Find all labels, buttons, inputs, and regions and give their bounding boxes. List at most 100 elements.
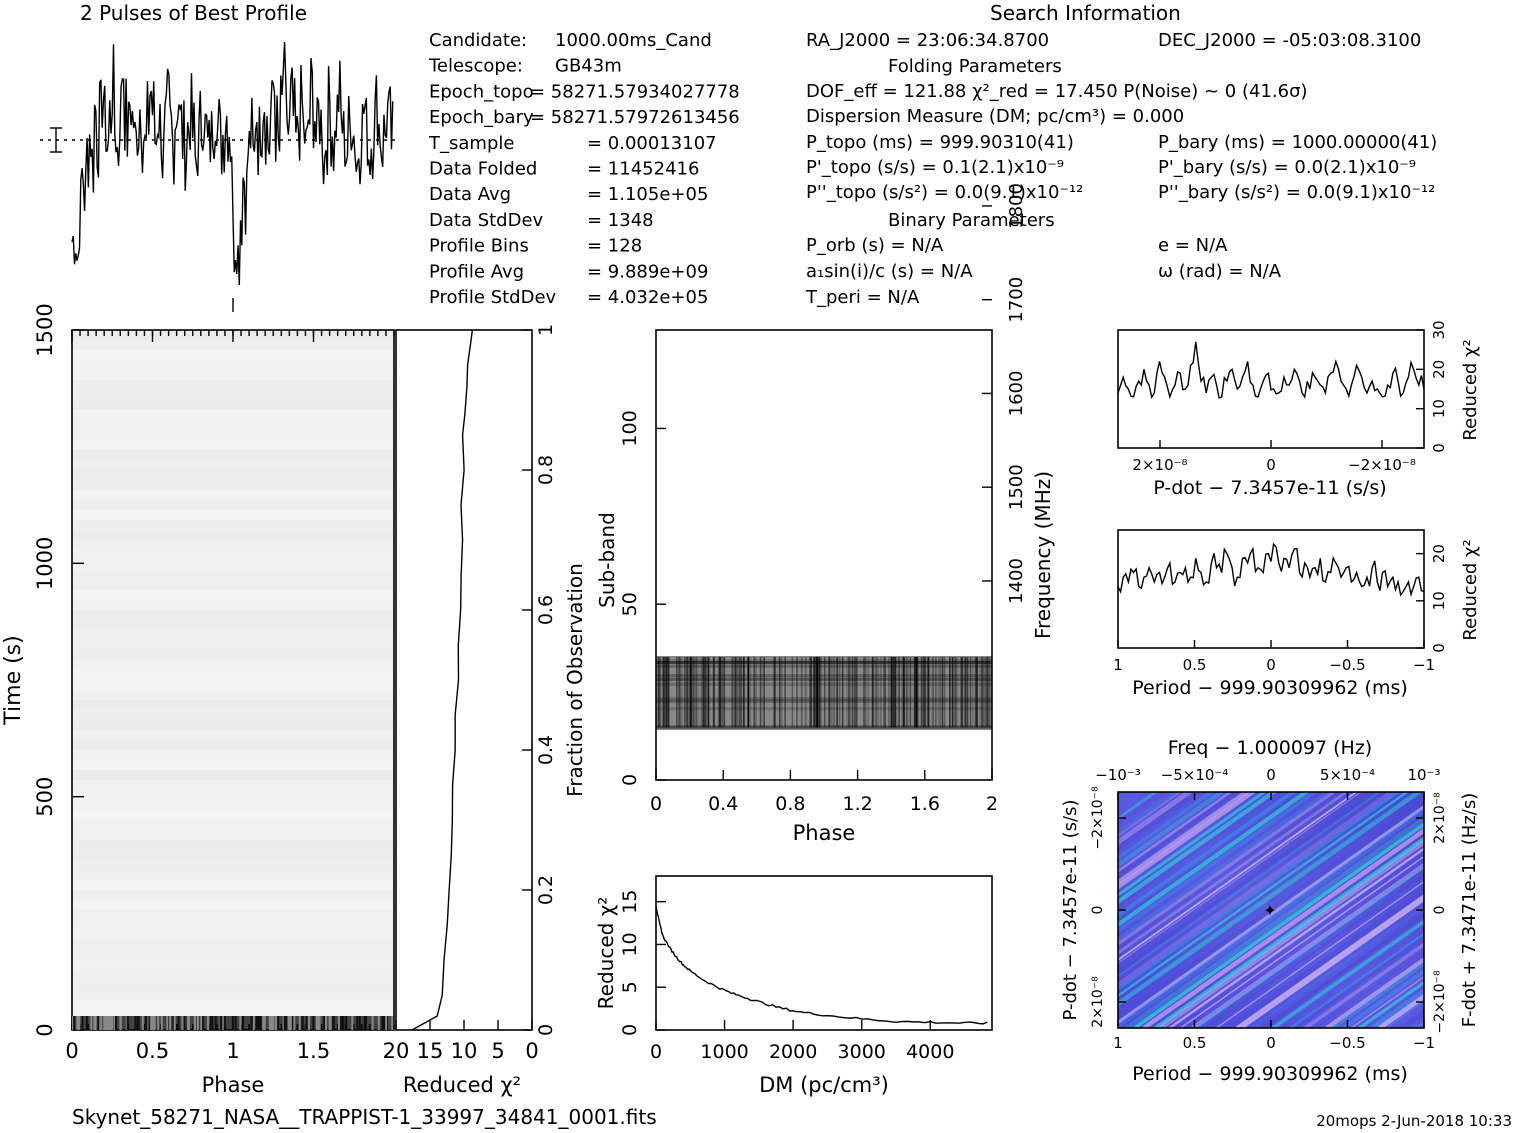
time-phase-row: [72, 520, 394, 530]
period-pdot-streak: [1118, 792, 1297, 918]
subband-channel: [983, 656, 985, 728]
period-pdot-streak: [1118, 804, 1424, 1025]
subband-channel: [896, 656, 898, 728]
subband-channel: [663, 656, 666, 728]
time-phase-bright-cell: [134, 1016, 137, 1030]
subband-channel: [828, 656, 830, 728]
subband-channel: [761, 656, 763, 728]
period-chi2-ytick-label: 20: [1430, 544, 1448, 563]
time-phase-bright-cell: [81, 1016, 84, 1030]
candidate-info-value: = 58271.57934027778: [530, 81, 740, 102]
time-phase-bright-cell: [381, 1016, 384, 1030]
time-phase-bright-cell: [291, 1016, 294, 1030]
time-phase-bright-cell: [77, 1016, 80, 1030]
time-phase-bright-cell: [364, 1016, 367, 1030]
candidate-info-label: Telescope:: [428, 56, 523, 77]
time-phase-bright-cell: [186, 1016, 189, 1030]
time-phase-bright-cell: [119, 1016, 122, 1030]
time-phase-row: [72, 810, 394, 820]
subband-channel: [686, 656, 689, 728]
period-pdot-streak: [1118, 792, 1332, 943]
dm-tick-label: 0: [650, 1041, 662, 1063]
subband-channel: [894, 656, 897, 728]
time-phase-bright-cell: [358, 1016, 361, 1030]
pdot-chi2-ytick-label: 20: [1430, 360, 1448, 379]
subband-channel: [818, 656, 820, 728]
time-phase-bright-cell: [193, 1016, 196, 1030]
subband-channel: [773, 656, 776, 728]
pdot-map-tick-label: −2×10⁻⁸: [1090, 786, 1106, 850]
time-chi2-tick-label: 0: [525, 1039, 538, 1063]
subband-channel: [953, 656, 956, 728]
subband-channel: [932, 656, 935, 728]
time-phase-row: [72, 920, 394, 930]
subband-channel: [702, 656, 704, 728]
subband-channel: [893, 656, 895, 728]
subband-channel: [810, 656, 812, 728]
time-phase-bright-cell: [76, 1016, 79, 1030]
subband-channel: [780, 656, 783, 728]
time-phase-row: [72, 740, 394, 750]
period-map-tick-label: −1: [1413, 1034, 1435, 1052]
subband-band-image: [656, 656, 992, 730]
subband-channel: [733, 656, 736, 728]
fraction-tick-label: 0.2: [535, 875, 557, 905]
candidate-info-value: = 128: [587, 236, 642, 257]
subband-phase-tick-label: 0: [650, 793, 662, 815]
time-phase-bright-cell: [307, 1016, 310, 1030]
subband-channel: [678, 656, 680, 728]
subband-channel: [700, 656, 702, 728]
subband-channel: [906, 656, 909, 728]
subband-channel: [935, 656, 937, 728]
period-pdot-streak: [1118, 792, 1303, 923]
subband-channel: [902, 656, 905, 728]
period-pdot-streak: [1118, 792, 1337, 946]
filename-text: Skynet_58271_NASA__TRAPPIST-1_33997_3484…: [72, 1105, 657, 1129]
subband-row: [656, 677, 992, 681]
dm-text: Dispersion Measure (DM; pc/cm³) = 0.000: [806, 106, 1184, 127]
period-pdot-streak: [1118, 799, 1424, 1019]
frequency-axis-label: Frequency (MHz): [1031, 471, 1055, 639]
time-phase-bright-cell: [252, 1016, 255, 1030]
time-axis-label: Time (s): [1, 635, 26, 725]
candidate-info-value: GB43m: [555, 56, 622, 77]
period-pdot-streak: [1498, 732, 1517, 1028]
period-pdot-streaks: [1118, 732, 1517, 1028]
subband-channel: [796, 656, 798, 728]
time-phase-bright-cell: [263, 1016, 266, 1030]
period-pdot-streak: [1118, 792, 1278, 905]
subband-phase-tick-label: 2: [986, 793, 998, 815]
period-chi2-xtick-label: −0.5: [1329, 656, 1365, 674]
subband-channel: [954, 656, 956, 728]
subband-frame: [655, 329, 993, 781]
subband-channel: [801, 656, 803, 728]
subband-channel: [874, 656, 876, 728]
subband-channel: [905, 656, 908, 728]
time-chi2-tick-label: 20: [383, 1039, 410, 1063]
pdot-bary-text: P'_bary (s/s) = 0.0(2.1)x10⁻⁹: [1158, 157, 1416, 178]
dm-tick-label: 3000: [838, 1041, 886, 1063]
subband-channel: [981, 656, 983, 728]
tperi-text: T_peri = N/A: [805, 287, 920, 308]
time-phase-row: [72, 680, 394, 690]
subband-channel: [979, 656, 981, 728]
pdot-chi2-ylabel: Reduced χ²: [1460, 339, 1481, 440]
time-phase-row: [72, 840, 394, 850]
time-phase-row: [72, 970, 394, 980]
time-phase-bright-cell: [259, 1016, 262, 1030]
time-phase-bright-cell: [90, 1016, 93, 1030]
porb-text: P_orb (s) = N/A: [806, 235, 944, 256]
subband-channel: [974, 656, 977, 728]
subband-channel: [823, 656, 826, 728]
period-pdot-streak: [1118, 792, 1401, 992]
time-phase-bright-cell: [283, 1016, 286, 1030]
time-phase-bright-cell: [195, 1016, 198, 1030]
period-pdot-streak: [1118, 792, 1376, 974]
period-chi2-xtick-label: 1: [1113, 656, 1123, 674]
subband-channel: [941, 656, 943, 728]
subband-channel: [939, 656, 942, 728]
subband-channel: [820, 656, 822, 728]
subband-row: [656, 682, 992, 686]
time-phase-bright-cell: [200, 1016, 203, 1030]
subband-channel: [658, 656, 660, 728]
